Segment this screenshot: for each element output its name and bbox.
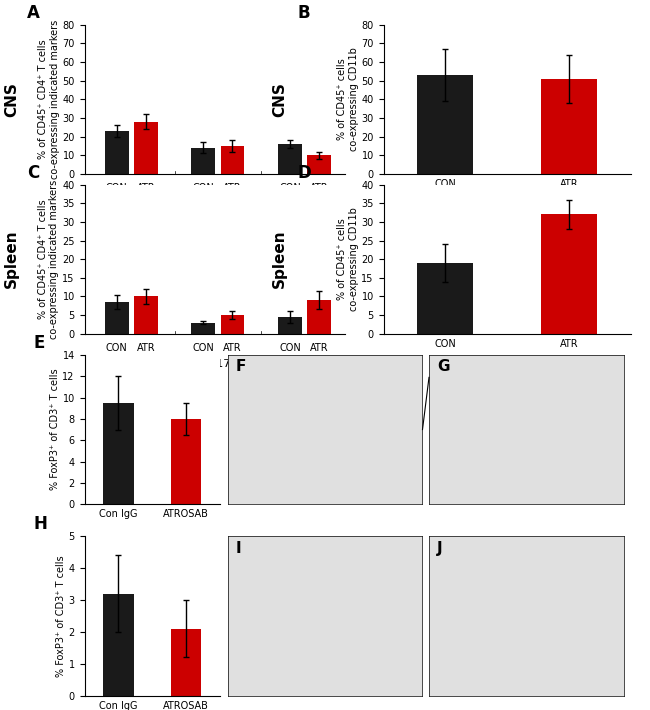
Text: IL-17: IL-17 <box>204 359 231 369</box>
Text: CON: CON <box>192 343 214 353</box>
Y-axis label: % of CD45⁺ cells
co-expressing CD11b: % of CD45⁺ cells co-expressing CD11b <box>337 207 359 311</box>
Text: Spleen: Spleen <box>272 230 287 288</box>
Text: CON: CON <box>106 183 127 193</box>
Y-axis label: % FoxP3⁺ of CD3⁺ T cells: % FoxP3⁺ of CD3⁺ T cells <box>49 368 60 491</box>
Bar <box>134 122 157 174</box>
Bar <box>171 629 201 696</box>
Text: FoxP3: FoxP3 <box>288 359 321 369</box>
Text: ATR: ATR <box>223 183 242 193</box>
Text: B: B <box>297 4 309 22</box>
Y-axis label: % of CD45⁺ cells
co-expressing CD11b: % of CD45⁺ cells co-expressing CD11b <box>337 48 359 151</box>
Bar <box>541 79 597 174</box>
Text: CD11b: CD11b <box>488 201 526 211</box>
Text: CON: CON <box>279 343 301 353</box>
Text: G: G <box>437 359 449 374</box>
Y-axis label: % of CD45⁺ CD4⁺ T cells
co-expressing indicated markers: % of CD45⁺ CD4⁺ T cells co-expressing in… <box>38 20 60 179</box>
Text: IL-17: IL-17 <box>204 200 231 209</box>
Text: I: I <box>235 541 241 556</box>
Text: CON: CON <box>106 343 127 353</box>
Text: Spleen: Spleen <box>4 230 20 288</box>
Bar <box>417 75 473 174</box>
Text: E: E <box>33 334 44 352</box>
Text: ATR: ATR <box>310 343 328 353</box>
Y-axis label: % FoxP3⁺ of CD3⁺ T cells: % FoxP3⁺ of CD3⁺ T cells <box>56 555 66 677</box>
Bar <box>134 297 157 334</box>
Text: CNS: CNS <box>4 82 20 117</box>
Text: CD11b: CD11b <box>488 361 526 371</box>
Text: H: H <box>33 515 47 532</box>
Text: ATR: ATR <box>136 343 155 353</box>
Text: IFNγ: IFNγ <box>119 359 144 369</box>
Text: ATR: ATR <box>136 183 155 193</box>
Bar <box>192 322 215 334</box>
Bar <box>105 302 129 334</box>
Bar <box>278 144 302 174</box>
Text: FoxP3: FoxP3 <box>288 200 321 209</box>
Bar <box>220 315 244 334</box>
Bar <box>192 148 215 174</box>
Text: IFNγ: IFNγ <box>119 200 144 209</box>
Text: CON: CON <box>192 183 214 193</box>
Bar <box>307 300 331 334</box>
Bar <box>103 594 133 696</box>
Text: F: F <box>235 359 246 374</box>
Text: J: J <box>437 541 443 556</box>
Text: A: A <box>27 4 40 22</box>
Text: ATR: ATR <box>310 183 328 193</box>
Text: CNS: CNS <box>272 82 287 117</box>
Text: D: D <box>297 163 311 182</box>
Bar <box>307 155 331 174</box>
Text: ATR: ATR <box>223 343 242 353</box>
Bar <box>417 263 473 334</box>
Bar <box>278 317 302 334</box>
Bar <box>220 146 244 174</box>
Bar <box>103 403 133 504</box>
Bar <box>171 419 201 504</box>
Bar <box>105 131 129 174</box>
Text: C: C <box>27 163 40 182</box>
Text: CON: CON <box>279 183 301 193</box>
Y-axis label: % of CD45⁺ CD4⁺ T cells
co-expressing indicated markers: % of CD45⁺ CD4⁺ T cells co-expressing in… <box>38 180 60 339</box>
Bar <box>541 214 597 334</box>
